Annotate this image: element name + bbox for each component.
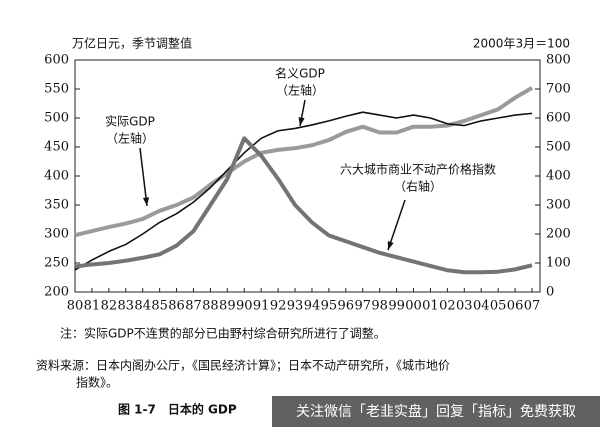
y2-axis-label: 2000年3月＝100: [473, 37, 570, 51]
arrow: [139, 147, 148, 207]
watermark: 关注微信「老韭实盘」回复「指标」免费获取: [296, 403, 576, 420]
y2-tick-label: 100: [546, 256, 571, 271]
x-tick-label: 87: [185, 299, 202, 314]
x-tick-label: 05: [490, 299, 507, 314]
series-label: 六大城市商业不动产价格指数: [340, 162, 496, 177]
y2-tick-label: 600: [546, 111, 571, 126]
x-tick-label: 83: [118, 299, 135, 314]
y-tick-label: 400: [44, 169, 69, 184]
x-tick-label: 85: [151, 299, 168, 314]
series-axis-note: （左轴）: [276, 83, 324, 98]
x-tick-label: 81: [84, 299, 101, 314]
x-tick-label: 82: [101, 299, 118, 314]
x-tick-label: 99: [388, 299, 405, 314]
note: 注：实际GDP不连贯的部分已由野村综合研究所进行了调整。: [60, 326, 386, 341]
x-tick-label: 96: [338, 299, 355, 314]
x-tick-label: 93: [287, 299, 304, 314]
x-tick-label: 00: [405, 299, 422, 314]
x-tick-label: 88: [202, 299, 219, 314]
x-tick-label: 80: [67, 299, 84, 314]
arrow-head: [387, 241, 394, 250]
watermark-bg: [272, 396, 600, 427]
series-label: 实际GDP: [105, 114, 155, 129]
y2-tick-label: 700: [546, 82, 571, 97]
series-axis-note: （左轴）: [106, 131, 154, 146]
arrow: [387, 199, 406, 251]
series-label: 名义GDP: [275, 66, 325, 81]
x-tick-label: 90: [236, 299, 253, 314]
note: 资料来源：日本内阁办公厅，《国民经济计算》；日本不动产研究所，《城市地价: [36, 358, 450, 373]
y-tick-label: 450: [44, 140, 69, 155]
y-tick-label: 250: [44, 256, 69, 271]
chart-title: 图 1-7 日本的 GDP: [118, 402, 237, 417]
x-tick-label: 84: [134, 299, 151, 314]
y2-tick-label: 200: [546, 227, 571, 242]
x-tick-label: 95: [321, 299, 338, 314]
x-tick-label: 94: [304, 299, 321, 314]
x-tick-label: 89: [219, 299, 236, 314]
y2-tick-label: 400: [546, 169, 571, 184]
x-tick-label: 04: [473, 299, 490, 314]
y2-tick-label: 300: [546, 198, 571, 213]
y-tick-label: 550: [44, 82, 69, 97]
note: 指数》。: [76, 375, 118, 390]
series-line: [74, 136, 533, 275]
y-tick-label: 500: [44, 111, 69, 126]
y-tick-label: 200: [44, 285, 69, 300]
arrow-head: [142, 197, 150, 206]
x-tick-label: 02: [439, 299, 456, 314]
arrow-head: [298, 117, 305, 126]
series-line: [74, 111, 533, 271]
x-tick-label: 91: [253, 299, 270, 314]
x-tick-label: 97: [354, 299, 371, 314]
x-tick-label: 03: [456, 299, 473, 314]
x-tick-label: 01: [422, 299, 439, 314]
y2-tick-label: 800: [546, 53, 571, 68]
x-tick-label: 98: [371, 299, 388, 314]
y-tick-label: 600: [44, 53, 69, 68]
y2-tick-label: 0: [546, 285, 554, 300]
y-axis-label: 万亿日元，季节调整值: [72, 36, 192, 51]
x-tick-label: 86: [168, 299, 185, 314]
series-line: [74, 86, 534, 238]
x-tick-label: 92: [270, 299, 287, 314]
y-tick-label: 350: [44, 198, 69, 213]
x-tick-label: 07: [524, 299, 541, 314]
y-tick-label: 300: [44, 227, 69, 242]
x-tick-label: 06: [507, 299, 524, 314]
y2-tick-label: 500: [546, 140, 571, 155]
series-axis-note: （右轴）: [394, 179, 442, 194]
